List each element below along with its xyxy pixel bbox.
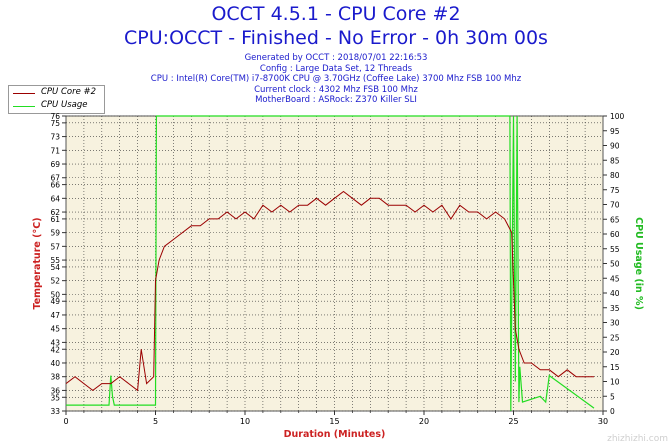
legend-swatch-usage [13,106,35,107]
y-left-tick-label: 40 [50,359,60,368]
y-left-tick-label: 61 [50,215,60,224]
y-left-tick-label: 47 [50,311,60,320]
legend-swatch-temp [13,93,35,94]
y-right-axis-label: CPU Usage (in %) [633,217,644,310]
y-right-tick-label: 25 [610,333,620,342]
chart-subtitle: CPU:OCCT - Finished - No Error - 0h 30m … [124,27,548,49]
y-left-tick-label: 33 [50,407,60,416]
y-left-tick-label: 36 [50,386,60,395]
y-right-tick-label: 85 [610,156,620,165]
watermark: zhizhizhi.com [607,434,668,444]
y-left-tick-label: 42 [50,345,60,354]
x-tick-label: 20 [419,417,429,426]
y-right-tick-label: 40 [610,289,620,298]
info-line-cpu: CPU : Intel(R) Core(TM) i7-8700K CPU @ 3… [150,74,522,84]
y-left-tick-label: 50 [50,290,60,299]
y-left-tick-label: 49 [50,297,60,306]
y-right-tick-label: 0 [610,407,615,416]
legend: CPU Core #2 CPU Usage [8,85,105,114]
y-right-tick-label: 75 [610,186,620,195]
y-left-tick-label: 43 [50,338,60,347]
y-left-tick-label: 54 [50,263,60,272]
info-block: Generated by OCCT : 2018/07/01 22:16:53 … [0,53,672,106]
x-tick-label: 5 [153,417,158,426]
x-tick-label: 25 [508,417,518,426]
legend-item-usage: CPU Usage [9,100,104,112]
y-left-tick-label: 71 [50,146,60,155]
legend-item-temp: CPU Core #2 [9,87,104,99]
y-left-tick-label: 35 [50,393,60,402]
y-left-axis-label: Temperature (°C) [32,217,43,309]
y-right-tick-label: 35 [610,304,620,313]
x-tick-label: 15 [329,417,339,426]
chart-title: OCCT 4.5.1 - CPU Core #2 [211,3,461,25]
x-tick-label: 0 [63,417,68,426]
y-right-tick-label: 45 [610,274,620,283]
y-left-tick-label: 76 [50,112,60,121]
y-left-tick-label: 38 [50,373,60,382]
y-left-tick-label: 75 [50,119,60,128]
y-left-tick-label: 55 [50,256,60,265]
legend-label-temp: CPU Core #2 [41,87,97,97]
series-line-cpu-usage [66,115,595,412]
y-right-tick-label: 55 [610,245,620,254]
x-tick-label: 10 [240,417,250,426]
y-right-tick-label: 20 [610,348,620,357]
y-right-tick-label: 70 [610,201,620,210]
y-right-tick-label: 30 [610,319,620,328]
y-right-tick-label: 60 [610,230,620,239]
series-line-cpu-core-2 [65,190,594,392]
y-left-tick-label: 67 [50,174,60,183]
y-right-tick-label: 10 [610,378,620,387]
y-right-tick-label: 5 [610,392,615,401]
x-axis-label: Duration (Minutes) [284,429,386,440]
y-left-tick-label: 59 [50,229,60,238]
y-right-tick-label: 80 [610,171,620,180]
y-right-tick-label: 50 [610,260,620,269]
info-line-clock: Current clock : 4302 Mhz FSB 100 Mhz [254,84,418,95]
y-left-tick-label: 45 [50,325,60,334]
y-left-tick-label: 62 [50,208,60,217]
y-right-tick-label: 90 [610,142,620,151]
y-left-tick-label: 66 [50,181,60,190]
info-line-motherboard: MotherBoard : ASRock: Z370 Killer SLI [255,95,417,105]
info-line-config: Config : Large Data Set, 12 Threads [259,63,413,74]
legend-label-usage: CPU Usage [41,100,88,110]
y-left-tick-label: 73 [50,133,60,142]
info-line-generated: Generated by OCCT : 2018/07/01 22:16:53 [244,53,428,63]
y-right-tick-label: 65 [610,215,620,224]
y-left-tick-label: 52 [50,277,60,286]
y-left-tick-label: 69 [50,160,60,169]
y-left-tick-label: 64 [50,194,60,203]
y-right-tick-label: 100 [610,112,625,121]
y-left-tick-label: 57 [50,242,60,251]
y-right-tick-label: 95 [610,127,620,136]
x-tick-label: 30 [598,417,608,426]
y-right-tick-label: 15 [610,363,620,372]
